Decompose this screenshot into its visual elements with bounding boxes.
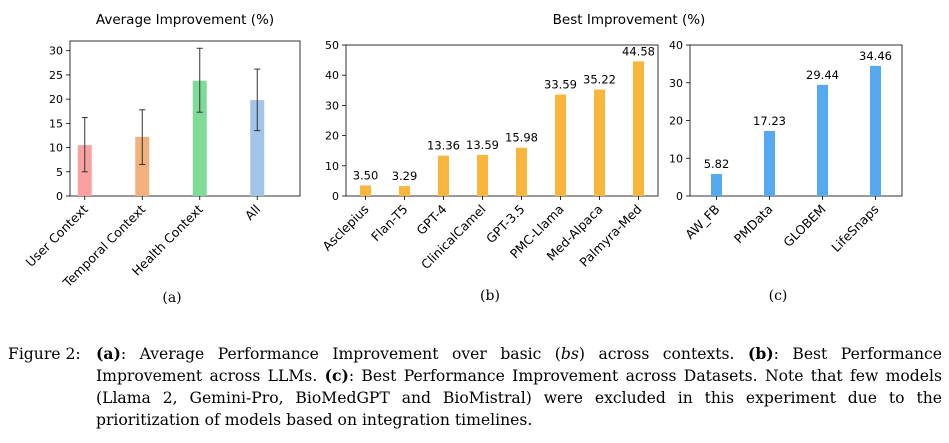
bar [438,155,449,196]
y-tick-label: 40 [325,69,339,82]
chart-b-title: Best Improvement (%) [553,12,706,28]
x-tick-label: All [242,202,264,224]
caption-b-text: : Best Performance Improvement across LL… [96,345,942,385]
y-tick-label: 10 [49,142,63,155]
chart-a-title: Average Improvement (%) [96,12,274,28]
data-label: 34.46 [859,49,892,63]
chart-c: 0 10 20 30 40 5.82 17.23 29.44 34.46 AW_FB PMDat… [669,39,903,304]
x-tick-label: Flan-T5 [368,202,411,245]
x-tick-label: PMData [731,202,776,247]
y-tick-label: 50 [325,39,339,52]
chart-a: Average Improvement (%) 0 5 10 15 20 25 30 Use… [23,12,301,306]
x-tick-label: Asclepius [319,202,371,254]
y-tick-label: 5 [56,166,63,179]
data-label: 13.59 [466,138,499,152]
caption-c-marker: (c) [324,366,349,385]
chart-c-panel-label: (c) [769,288,788,304]
bar [817,84,828,196]
caption-a-marker: (a) [96,344,121,363]
x-tick-label: LifeSnaps [828,202,881,255]
chart-b-plot-frame [345,44,659,197]
data-label: 44.58 [622,44,655,58]
y-tick-label: 20 [669,115,683,128]
data-label: 29.44 [806,68,839,82]
chart-c-y-axis: 0 10 20 30 40 [669,39,690,203]
bar [711,174,722,196]
chart-b-y-axis: 0 10 20 30 40 50 [325,39,346,203]
chart-b-bars [360,61,644,196]
data-label: 35.22 [583,73,616,87]
caption-label: Figure 2: [8,345,81,363]
bar [360,185,371,196]
chart-c-data-labels: 5.82 17.23 29.44 34.46 [704,49,892,171]
y-tick-label: 15 [49,117,63,130]
y-tick-label: 40 [669,39,683,52]
bar [764,130,775,196]
y-tick-label: 0 [676,190,683,203]
data-label: 5.82 [704,157,730,171]
x-tick-label: AW_FB [682,202,722,242]
y-tick-label: 20 [325,130,339,143]
bar [192,80,207,196]
chart-a-bars [77,80,265,196]
y-tick-label: 10 [669,152,683,165]
bar [633,61,644,196]
bar [250,100,265,196]
chart-a-y-axis: 0 5 10 15 20 25 30 [49,45,70,203]
chart-c-bars [711,65,881,196]
data-label: 17.23 [753,114,786,128]
data-label: 15.98 [505,131,538,145]
caption-c-text: : Best Performance Improvement across Da… [96,367,942,429]
chart-a-plot-frame [69,40,301,197]
bar [516,147,527,196]
x-tick-label: GPT-4 [413,201,449,237]
caption-b-marker: (b) [747,344,774,363]
chart-c-x-axis: AW_FB PMData GLOBEM LifeSnaps [682,196,882,255]
data-label: 13.36 [427,139,460,153]
chart-a-error-bars [81,47,261,173]
data-label: 3.29 [392,169,418,183]
figure-caption: Figure 2: (a): Average Performance Impro… [8,343,942,431]
y-tick-label: 10 [325,160,339,173]
y-tick-label: 25 [49,69,63,82]
y-tick-label: 20 [49,93,63,106]
bar [477,154,488,196]
bar [135,136,150,196]
caption-a-text: : Average Performance Improvement over b… [120,345,561,363]
y-tick-label: 0 [332,190,339,203]
x-tick-label: GLOBEM [780,202,828,250]
chart-a-panel-label: (a) [162,290,181,306]
data-label: 33.59 [544,78,577,92]
figure-charts: Average Improvement (%) 0 5 10 15 20 25 30 Use… [23,12,903,306]
chart-b: Best Improvement (%) 0 10 20 30 40 50 3.50 3.2… [319,12,705,304]
bar [594,89,605,196]
y-tick-label: 0 [56,190,63,203]
bar [399,186,410,196]
bar [870,65,881,196]
bar [555,94,566,196]
chart-b-panel-label: (b) [480,288,500,304]
data-label: 3.50 [353,168,379,182]
y-tick-label: 30 [49,45,63,58]
caption-a-text-end: ) across contexts. [578,345,735,363]
chart-b-data-labels: 3.50 3.29 13.36 13.59 15.98 33.59 35.22 44.58 [353,44,655,183]
caption-bs: bs [560,345,579,363]
y-tick-label: 30 [325,99,339,112]
y-tick-label: 30 [669,77,683,90]
caption-body: (a): Average Performance Improvement ove… [96,343,942,431]
